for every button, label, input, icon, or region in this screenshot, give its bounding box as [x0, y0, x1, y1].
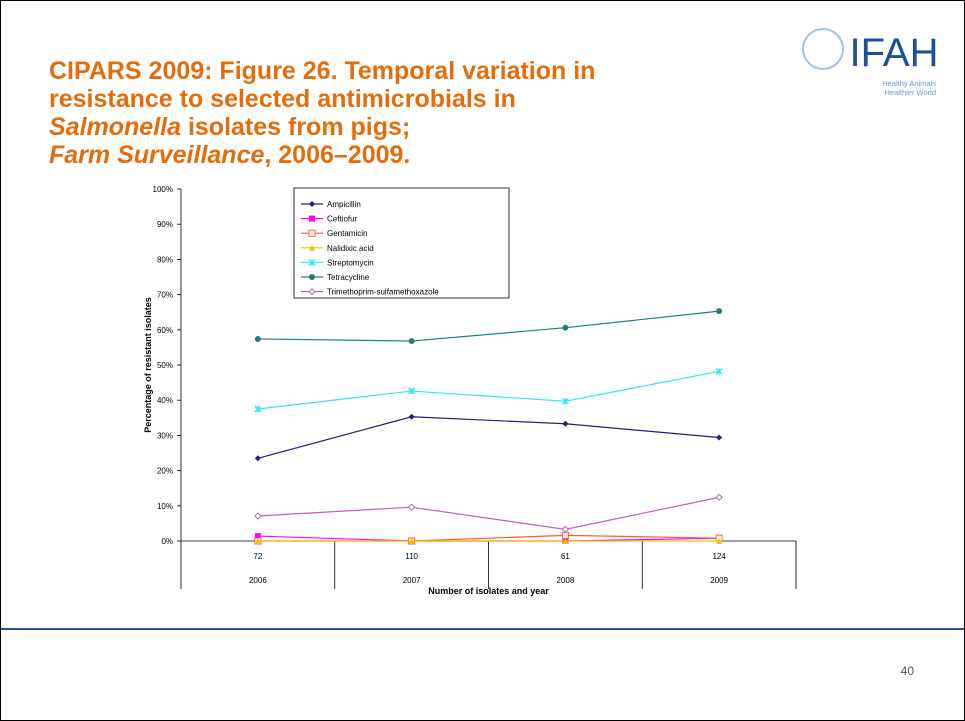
y-tick-label: 90% [157, 220, 173, 229]
y-tick-label: 20% [157, 467, 173, 476]
legend-label: Ceftiofur [327, 215, 358, 224]
legend-marker [308, 287, 316, 296]
y-tick-label: 30% [157, 431, 173, 440]
marker [715, 493, 723, 502]
page-number: 40 [901, 664, 915, 678]
marker [715, 367, 723, 375]
legend-marker [309, 201, 315, 207]
series-line [257, 496, 720, 530]
marker [408, 387, 416, 395]
marker [408, 413, 415, 420]
marker [561, 525, 570, 534]
title-text: , 2006–2009. [264, 141, 411, 169]
title-line: Salmonella isolates from pigs; [49, 113, 769, 141]
y-tick-label: 10% [157, 502, 173, 511]
x-group-label: 2009 [710, 576, 728, 585]
legend-marker [309, 244, 315, 251]
marker [562, 538, 569, 544]
legend-label: Trimethoprim-sulfamethoxazole [327, 288, 439, 297]
x-axis-title: Number of isolates and year [428, 586, 549, 596]
series-line [257, 416, 720, 459]
marker [407, 503, 416, 511]
marker [408, 338, 415, 345]
x-tick-label: 110 [405, 552, 418, 561]
legend-marker [309, 215, 315, 222]
marker [254, 455, 261, 462]
series-line [257, 310, 720, 342]
y-tick-label: 70% [157, 291, 173, 300]
marker [561, 397, 569, 405]
x-tick-label: 61 [561, 552, 570, 561]
marker [408, 538, 415, 544]
logo: IFAH Healthy Animals Healthier World [802, 28, 939, 97]
marker [254, 512, 262, 520]
marker [562, 324, 569, 331]
series-line [257, 370, 720, 410]
x-group-label: 2008 [556, 576, 574, 585]
title-italic: Farm Surveillance [49, 141, 265, 169]
y-axis-title: Percentage of resistant isolates [143, 297, 153, 433]
y-tick-label: 80% [157, 255, 173, 264]
marker [716, 434, 723, 441]
x-tick-label: 72 [253, 552, 262, 561]
x-group-label: 2006 [249, 576, 267, 585]
logo-tagline: Healthier World [884, 88, 936, 97]
y-tick-label: 40% [157, 396, 173, 405]
legend-marker [309, 274, 315, 280]
title-line: Farm Surveillance, 2006–2009. [49, 141, 769, 169]
legend-label: Ampicillin [327, 200, 361, 209]
logo-text: IFAH [850, 31, 939, 75]
logo-tagline: Healthy Animals [882, 79, 936, 88]
title-text: isolates from pigs; [187, 113, 411, 141]
y-tick-label: 50% [157, 361, 173, 370]
marker [254, 533, 261, 540]
legend-label: Gentamicin [327, 229, 367, 238]
legend-label: Tetracycline [327, 273, 370, 282]
marker [716, 308, 723, 315]
x-group-label: 2007 [403, 576, 421, 585]
x-tick-label: 124 [712, 552, 726, 561]
legend-box [293, 187, 510, 299]
marker [561, 531, 569, 539]
marker [562, 420, 569, 427]
marker [716, 538, 723, 544]
slide-title: CIPARS 2009: Figure 26. Temporal variati… [49, 57, 769, 169]
legend-marker [308, 229, 316, 237]
title-line: resistance to selected antimicrobials in [49, 85, 516, 113]
y-tick-label: 0% [161, 537, 173, 546]
title-italic: Salmonella [49, 113, 181, 141]
legend-marker [308, 258, 316, 266]
y-tick-label: 60% [157, 326, 173, 335]
logo-globe [802, 28, 844, 70]
legend-label: Nalidixic acid [327, 244, 374, 253]
y-tick-label: 100% [153, 185, 173, 194]
marker [254, 538, 261, 544]
marker [254, 405, 262, 413]
legend-label: Streptomycin [327, 258, 374, 267]
marker [254, 335, 261, 342]
title-line: CIPARS 2009: Figure 26. Temporal variati… [49, 57, 596, 85]
